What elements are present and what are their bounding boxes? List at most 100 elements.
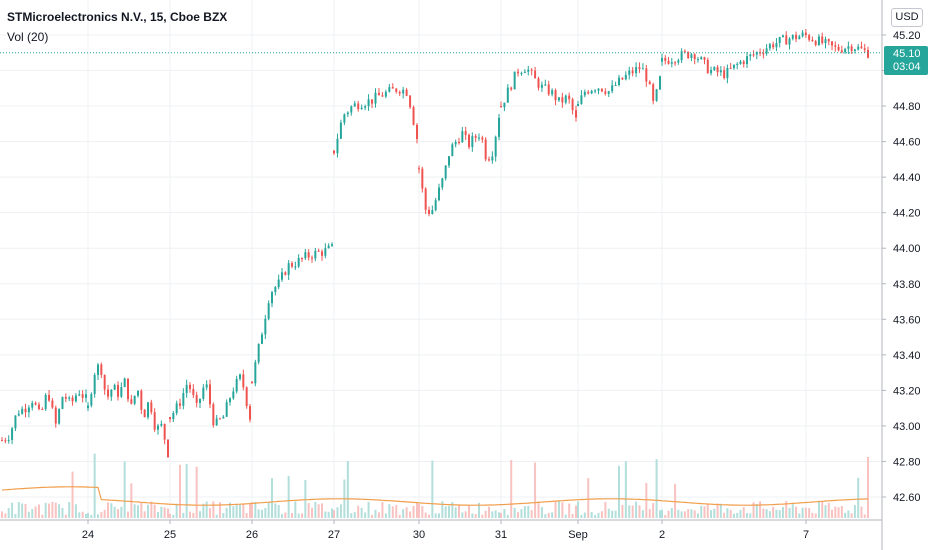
candle-body [277,279,280,288]
volume-bars [1,453,869,518]
volume-bar [350,513,353,518]
candle [209,379,211,409]
candle [510,86,513,91]
volume-bar [209,508,211,518]
candle [409,94,412,109]
volume-bar [254,501,257,518]
candle-body [242,374,245,388]
candle-body [804,32,807,36]
candle [58,408,61,425]
candle-body [768,44,771,49]
currency-button[interactable]: USD [891,8,923,27]
candle [324,243,327,259]
candle [97,363,99,381]
candle [458,137,460,145]
volume-bar [311,507,313,518]
candle-body [464,131,467,136]
candle-body [245,387,248,407]
candle [523,69,526,74]
candle [726,64,729,84]
candle-body [324,248,327,256]
volume-bar [736,512,739,518]
candle-body [537,78,540,88]
volume-bar [97,514,99,518]
candle [742,59,745,68]
volume-bar [461,512,464,518]
volume-bar [804,507,807,518]
candle [503,102,506,112]
candle-body [377,92,380,96]
candle-body [160,423,163,426]
volume-bar [160,506,163,518]
volume-bar [100,512,103,518]
candle [431,205,434,215]
candle [215,414,218,426]
candle-body [391,87,394,89]
volume-bar [61,507,64,518]
candle [641,63,644,70]
price-tick-label: 45.20 [893,30,921,42]
candle [716,64,719,77]
volume-bar [37,504,40,518]
candle [68,395,71,402]
last-price-value: 45.10 [893,48,921,60]
candle [798,34,801,40]
candle [331,242,333,247]
volume-indicator-label[interactable]: Vol (20) [7,30,49,44]
volume-bar [575,505,577,518]
volume-bar [189,511,191,518]
volume-bar [120,506,123,518]
volume-bar [631,505,634,518]
candle [140,389,143,415]
candle [768,42,771,51]
candle-body [339,122,342,139]
candle-body [520,72,523,74]
volume-bar [759,501,762,518]
candle [85,389,87,403]
candle-body [775,43,778,48]
candle [61,396,64,410]
candle-body [451,144,454,157]
volume-bar [755,504,758,518]
volume-bar [353,512,356,518]
candle [311,255,313,263]
candle-body [628,70,631,75]
candle [561,92,564,108]
volume-bar [500,512,502,518]
candle-body [827,39,830,42]
time-tick-label: 2 [659,529,665,541]
volume-bar [506,514,509,518]
volume-bar [564,514,567,518]
candle [284,271,287,276]
candle [153,408,156,433]
volume-bar [687,509,690,518]
volume-bar [374,509,377,518]
candle [564,94,567,105]
volume-bar [257,509,260,518]
volume-bar [703,506,706,518]
candle-body [808,35,811,40]
volume-bar [48,503,51,518]
price-tick-label: 44.40 [893,172,921,184]
volume-bar [840,505,843,518]
candle [600,88,603,93]
candle-body [251,381,253,384]
candle-body [353,103,356,107]
volume-bar [645,482,648,518]
candle [804,28,807,38]
candle-body [638,67,641,69]
candle-body [317,250,320,252]
bar-countdown: 03:04 [893,61,921,73]
candle-body [506,87,509,103]
candle-body [235,378,238,392]
last-price-tag: 45.10 03:04 [884,46,928,75]
candle-body [551,90,554,95]
volume-bar [222,512,225,518]
candle-body [863,48,866,50]
volume-bar [520,509,523,518]
candle [254,359,257,387]
candle-body [561,97,564,103]
volume-bar [172,514,175,518]
candle [517,68,520,77]
